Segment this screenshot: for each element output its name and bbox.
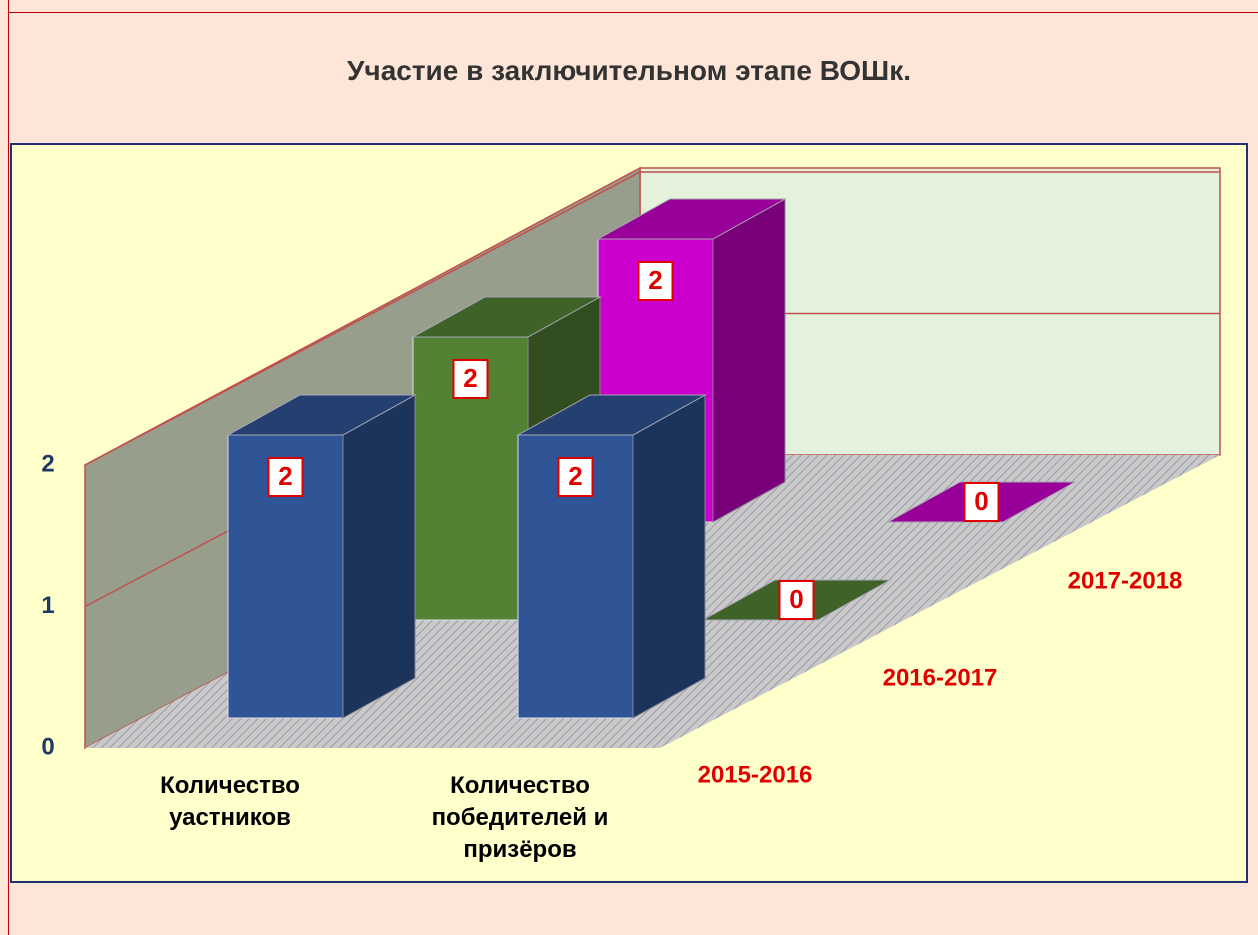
data-label: 2	[648, 265, 662, 295]
bar-top	[596, 198, 787, 240]
grid-line	[84, 171, 1220, 466]
data-label-box	[557, 457, 594, 497]
x-tick-label: Количество уастников	[160, 772, 300, 831]
bar-top	[411, 296, 602, 338]
series-label: 2017-2018	[1068, 567, 1183, 594]
bar-side	[342, 394, 416, 719]
bar-top	[226, 394, 417, 436]
y-tick-label: 0	[41, 733, 54, 760]
chart-title: Участие в заключительном этапе ВОШк.	[347, 55, 911, 86]
bar-side	[712, 198, 786, 523]
slide-edge	[8, 0, 9, 935]
y-tick-label: 1	[41, 592, 54, 619]
series-label: 2015-2016	[698, 761, 813, 788]
bar-side	[632, 394, 706, 719]
slide-edge	[8, 12, 1258, 13]
y-tick-label: 2	[41, 450, 54, 477]
data-label: 0	[789, 584, 803, 614]
data-label-box	[778, 580, 815, 620]
data-label: 2	[568, 461, 582, 491]
data-label-box	[452, 359, 489, 399]
data-label: 2	[278, 461, 292, 491]
data-label-box	[637, 261, 674, 301]
data-label-box	[963, 482, 1000, 522]
bar-top	[516, 394, 707, 436]
series-label: 2016-2017	[883, 664, 998, 691]
data-label: 0	[974, 486, 988, 516]
x-tick-label: Количество победителей и призёров	[431, 772, 609, 863]
data-label-box	[267, 457, 304, 497]
data-label: 2	[463, 363, 477, 393]
